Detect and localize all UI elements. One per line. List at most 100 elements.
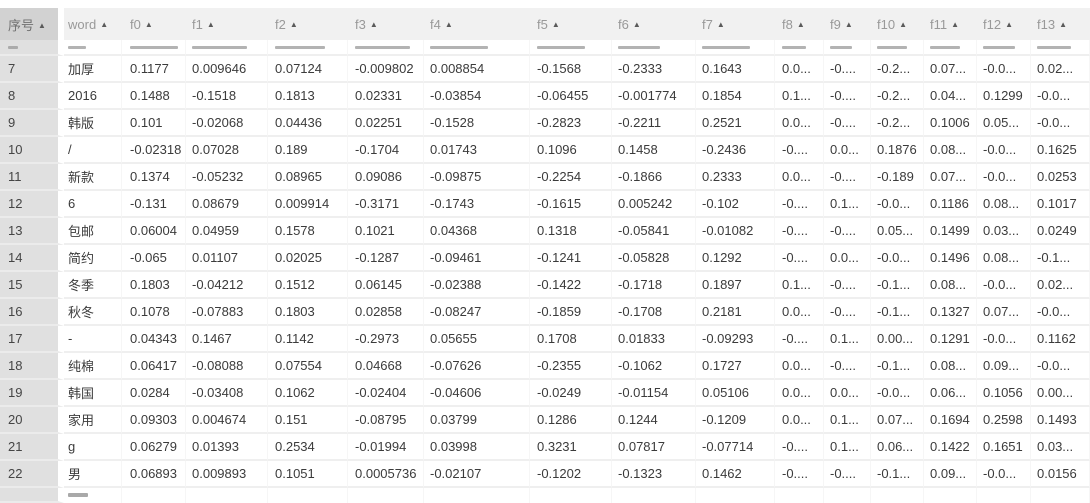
column-header-f8[interactable]: f8 ▲ (775, 8, 824, 40)
cell-f9: -0.... (824, 299, 871, 326)
word-cell: 包邮 (64, 218, 122, 245)
clipped-cell (924, 488, 977, 503)
cell-f5: 0.1708 (530, 326, 612, 353)
cell-f11: 0.06... (924, 380, 977, 407)
cell-f6: -0.1323 (612, 461, 696, 488)
column-header-f4[interactable]: f4 ▲ (424, 8, 530, 40)
clipped-text-fragment (68, 46, 86, 49)
row-index-cell: 22 (0, 461, 64, 488)
row-index-cell: 10 (0, 137, 64, 164)
table-row: 14 简约 -0.065 0.01107 0.02025 -0.1287 -0.09461-… (0, 245, 1090, 272)
cell-f1: -0.02068 (186, 110, 268, 137)
column-header-f6[interactable]: f6 ▲ (612, 8, 696, 40)
column-header-f0[interactable]: f0 ▲ (122, 8, 186, 40)
cell-f5: -0.0249 (530, 380, 612, 407)
word-cell: 纯棉 (64, 353, 122, 380)
cell-f9: 0.1... (824, 326, 871, 353)
cell-f3: 0.04668 (348, 353, 424, 380)
cell-f4: -0.07626 (424, 353, 530, 380)
word-cell: 秋冬 (64, 299, 122, 326)
row-index-cell: 9 (0, 110, 64, 137)
column-header-f3[interactable]: f3 ▲ (348, 8, 424, 40)
cell-f0: 0.06279 (122, 434, 186, 461)
cell-f2: 0.08965 (268, 164, 348, 191)
cell-f3: 0.0005736 (348, 461, 424, 488)
cell-f8: 0.0... (775, 110, 824, 137)
sort-asc-icon: ▲ (551, 19, 560, 29)
cell-f2: 0.2534 (268, 434, 348, 461)
column-header-f1[interactable]: f1 ▲ (186, 8, 268, 40)
cell-f5: -0.1241 (530, 245, 612, 272)
column-label-f2: f2 (275, 16, 286, 32)
cell-f7: 0.2181 (696, 299, 775, 326)
clipped-cell (696, 40, 775, 56)
cell-f6: -0.1708 (612, 299, 696, 326)
cell-f8: -0.... (775, 191, 824, 218)
table-row: 10/-0.02318 0.07028 0.189 -0.1704 0.01743 0.1… (0, 137, 1090, 164)
row-index-cell: 18 (0, 353, 64, 380)
cell-f12: -0.0... (977, 461, 1031, 488)
cell-f3: -0.01994 (348, 434, 424, 461)
cell-f5: -0.1859 (530, 299, 612, 326)
clipped-cell (348, 40, 424, 56)
cell-f5: -0.1202 (530, 461, 612, 488)
cell-f7: 0.1462 (696, 461, 775, 488)
clipped-cell (268, 488, 348, 503)
column-label-f9: f9 (830, 16, 841, 32)
cell-f11: 0.07... (924, 56, 977, 83)
word-cell: 简约 (64, 245, 122, 272)
column-header-f5[interactable]: f5 ▲ (530, 8, 612, 40)
cell-f8: -0.... (775, 137, 824, 164)
cell-f3: -0.009802 (348, 56, 424, 83)
word-cell: 男 (64, 461, 122, 488)
clipped-cell (775, 40, 824, 56)
cell-f7: 0.1727 (696, 353, 775, 380)
clipped-cell (1031, 40, 1090, 56)
cell-f11: 0.04... (924, 83, 977, 110)
cell-f6: -0.1718 (612, 272, 696, 299)
word-cell: 韩版 (64, 110, 122, 137)
sort-asc-icon: ▲ (844, 19, 853, 29)
table-row: 19 韩国 0.0284 -0.03408 0.1062 -0.02404 -0.04606… (0, 380, 1090, 407)
column-header-f7[interactable]: f7 ▲ (696, 8, 775, 40)
cell-f13: 0.0249 (1031, 218, 1090, 245)
column-label-f6: f6 (618, 16, 629, 32)
cell-f10: -0.0... (871, 191, 924, 218)
cell-f9: -0.... (824, 272, 871, 299)
clipped-cell (0, 488, 64, 503)
column-header-f12[interactable]: f12 ▲ (977, 8, 1031, 40)
cell-f10: -0.1... (871, 353, 924, 380)
cell-f9: -0.... (824, 353, 871, 380)
cell-f7: -0.09293 (696, 326, 775, 353)
cell-f0: 0.1488 (122, 83, 186, 110)
cell-f4: 0.01743 (424, 137, 530, 164)
clipped-cell (186, 488, 268, 503)
cell-f3: 0.09086 (348, 164, 424, 191)
cell-f13: 0.1162 (1031, 326, 1090, 353)
column-header-f10[interactable]: f10 ▲ (871, 8, 924, 40)
cell-f6: -0.05828 (612, 245, 696, 272)
row-index-cell: 12 (0, 191, 64, 218)
cell-f1: 0.08679 (186, 191, 268, 218)
cell-f7: -0.2436 (696, 137, 775, 164)
cell-f11: 0.08... (924, 137, 977, 164)
clipped-cell (530, 40, 612, 56)
cell-f2: 0.1578 (268, 218, 348, 245)
cell-f3: 0.02251 (348, 110, 424, 137)
column-header-f11[interactable]: f11 ▲ (924, 8, 977, 40)
column-header-f9[interactable]: f9 ▲ (824, 8, 871, 40)
cell-f0: 0.1803 (122, 272, 186, 299)
column-header-f2[interactable]: f2 ▲ (268, 8, 348, 40)
cell-f6: -0.2333 (612, 56, 696, 83)
column-header-f13[interactable]: f13 ▲ (1031, 8, 1090, 40)
column-header-index[interactable]: 序号 ▲ (0, 8, 64, 40)
word-cell: 冬季 (64, 272, 122, 299)
column-label-f10: f10 (877, 16, 896, 32)
clipped-cell (64, 40, 122, 56)
clipped-cell (1031, 488, 1090, 503)
clipped-text-fragment (355, 46, 410, 49)
cell-f10: 0.05... (871, 218, 924, 245)
word-embedding-table: 序号 ▲ word ▲ f0 ▲ f1 ▲ f2 ▲ f3 ▲ f4 ▲ f5 ▲ f6 ▲ f7 ▲ f8 ▲ f9 ▲ f1… (0, 8, 1090, 503)
column-header-word[interactable]: word ▲ (64, 8, 122, 40)
